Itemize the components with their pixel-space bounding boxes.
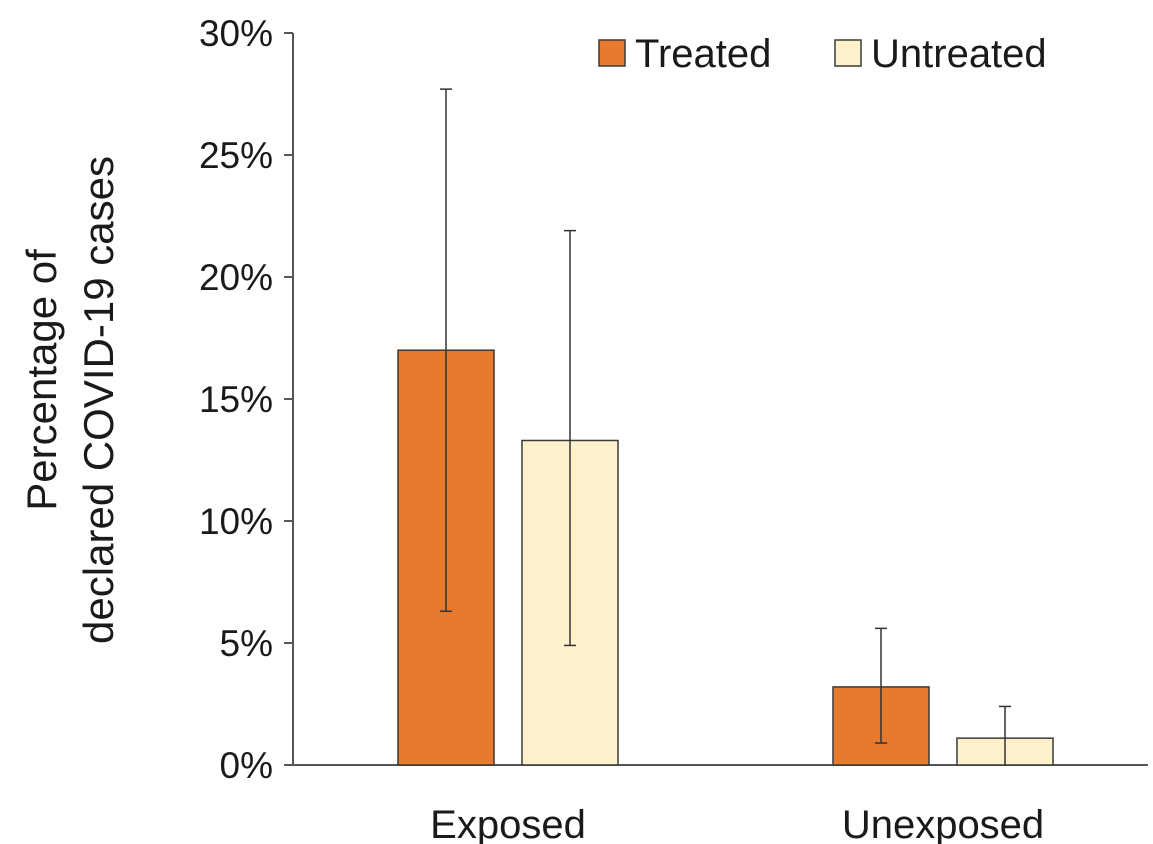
y-tick-label: 15%: [199, 379, 273, 420]
category-label: Exposed: [430, 803, 586, 844]
legend-swatch-treated: [598, 39, 626, 67]
category-labels: Exposed Unexposed: [430, 803, 1044, 844]
y-axis: 0% 5% 10% 15% 20% 25% 30%: [199, 13, 294, 786]
y-axis-label-line-2: declared COVID-19 cases: [75, 156, 122, 644]
y-tick-label: 30%: [199, 13, 273, 54]
legend-swatch-untreated: [834, 39, 862, 67]
y-tick-label: 25%: [199, 135, 273, 176]
legend-label-treated: Treated: [635, 32, 771, 76]
bars: [397, 349, 1054, 766]
legend-label-untreated: Untreated: [871, 32, 1047, 76]
y-tick-label: 20%: [199, 257, 273, 298]
y-axis-label-line-1: Percentage of: [18, 249, 65, 511]
legend: Treated Untreated: [598, 32, 1047, 76]
y-tick-label: 5%: [220, 623, 273, 664]
error-bars: [440, 88, 1011, 765]
y-tick-label: 10%: [199, 501, 273, 542]
y-axis-label: Percentage of declared COVID-19 cases: [18, 156, 122, 644]
category-label: Unexposed: [842, 803, 1044, 844]
y-tick-label: 0%: [220, 745, 273, 786]
